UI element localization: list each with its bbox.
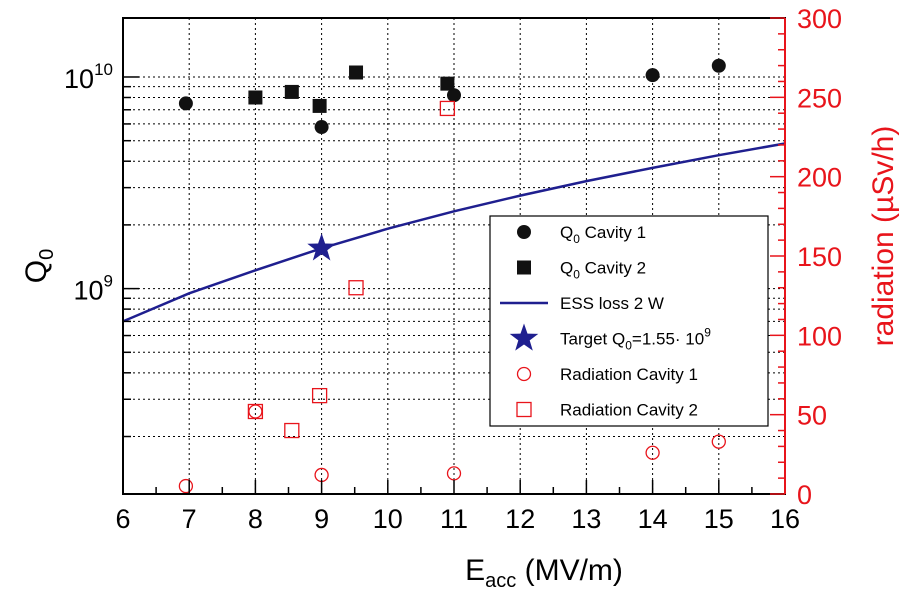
series-2 bbox=[122, 142, 786, 323]
right-tick-label: 300 bbox=[797, 4, 842, 34]
x-tick-label: 9 bbox=[314, 504, 329, 534]
y-tick-label-base: 10 bbox=[64, 64, 94, 94]
x-tick-label: 6 bbox=[115, 504, 130, 534]
y-tick-label: 1010 bbox=[64, 60, 113, 94]
legend-label-main: Q bbox=[560, 223, 573, 242]
data-point bbox=[348, 280, 364, 296]
y-tick-label-exponent: 10 bbox=[94, 60, 113, 79]
data-point bbox=[349, 65, 364, 80]
legend-label: Radiation Cavity 2 bbox=[560, 401, 698, 420]
x-tick-label: 8 bbox=[248, 504, 263, 534]
data-point bbox=[248, 90, 263, 105]
legend-marker bbox=[517, 225, 531, 239]
x-axis-title-sub: acc bbox=[485, 570, 516, 592]
x-tick-label: 13 bbox=[571, 504, 601, 534]
legend-label-main: Q bbox=[560, 259, 573, 278]
legend-marker bbox=[517, 260, 531, 275]
y-tick-label: 109 bbox=[73, 272, 113, 306]
series-0 bbox=[178, 58, 726, 135]
y-axis-title-main: Q bbox=[20, 260, 53, 283]
legend-label-rest: Cavity 1 bbox=[580, 223, 646, 242]
y-tick-label-base: 10 bbox=[73, 276, 103, 306]
x-axis-title: Eacc (MV/m) bbox=[465, 554, 623, 592]
right-tick-label: 100 bbox=[797, 321, 842, 351]
data-point bbox=[439, 100, 456, 117]
legend-box bbox=[489, 215, 769, 427]
legend-label-sub: 0 bbox=[625, 339, 632, 353]
y-axis-title: Q0 bbox=[20, 249, 58, 283]
data-point bbox=[645, 445, 660, 460]
data-point bbox=[178, 96, 193, 111]
ess-loss-line bbox=[122, 142, 786, 323]
x-tick-label: 7 bbox=[182, 504, 197, 534]
y-tick-label-exponent: 9 bbox=[104, 272, 113, 291]
data-layer bbox=[122, 58, 786, 494]
data-point bbox=[178, 478, 194, 494]
right-axis-title: radiation (µSv/h) bbox=[867, 126, 900, 347]
x-tick-label: 14 bbox=[638, 504, 668, 534]
legend-label: ESS loss 2 W bbox=[560, 294, 664, 313]
x-tick-label: 11 bbox=[440, 504, 468, 534]
series-3 bbox=[307, 233, 336, 261]
legend-label-sup: 9 bbox=[704, 326, 711, 340]
legend-label-main: Target Q bbox=[560, 330, 625, 349]
legend-label-main: ESS loss 2 W bbox=[560, 294, 664, 313]
x-tick-label: 15 bbox=[704, 504, 734, 534]
right-tick-label: 50 bbox=[797, 401, 827, 431]
x-tick-label: 12 bbox=[505, 504, 535, 534]
legend-label: Radiation Cavity 1 bbox=[560, 365, 698, 384]
x-tick-label: 16 bbox=[770, 504, 800, 534]
x-tick-label: 10 bbox=[373, 504, 403, 534]
data-point bbox=[446, 466, 462, 481]
right-tick-label: 250 bbox=[797, 83, 842, 113]
data-point bbox=[248, 404, 263, 419]
legend-label-rest: =1.55· 10 bbox=[632, 330, 704, 349]
data-point bbox=[284, 422, 300, 439]
legend-label-sub: 0 bbox=[573, 232, 580, 246]
legend-label-rest: Cavity 2 bbox=[580, 259, 646, 278]
data-point bbox=[284, 84, 299, 99]
data-point bbox=[711, 58, 726, 73]
legend-label-main: Radiation Cavity 1 bbox=[560, 365, 698, 384]
data-point bbox=[311, 387, 328, 404]
data-point bbox=[247, 403, 264, 420]
legend-marker bbox=[516, 401, 532, 418]
data-point bbox=[440, 76, 455, 91]
legend-label: Q0 Cavity 1 bbox=[560, 223, 646, 246]
right-tick-label: 150 bbox=[797, 242, 842, 272]
legend-label-main: Radiation Cavity 2 bbox=[560, 401, 698, 420]
legend-label: Q0 Cavity 2 bbox=[560, 259, 646, 282]
series-5 bbox=[247, 100, 456, 439]
x-axis-title-main: E bbox=[465, 554, 485, 587]
legend-marker bbox=[516, 366, 532, 382]
axes: 6 7 8 9 10 11 12 13 14 15 161091010050100150200250… bbox=[64, 4, 842, 534]
data-point bbox=[314, 120, 329, 135]
y-axis-title-sub: 0 bbox=[36, 249, 58, 260]
legend-marker bbox=[509, 323, 539, 351]
data-point bbox=[645, 68, 660, 83]
right-tick-label: 200 bbox=[797, 163, 842, 193]
x-axis-title-rest: (MV/m) bbox=[516, 554, 623, 587]
series-1 bbox=[248, 65, 455, 113]
data-point bbox=[711, 434, 726, 449]
data-point bbox=[312, 98, 327, 113]
right-tick-label: 0 bbox=[797, 480, 812, 510]
legend-label: Target Q0=1.55· 109 bbox=[560, 326, 711, 353]
legend-label-sub: 0 bbox=[573, 268, 580, 282]
data-point bbox=[447, 88, 461, 103]
data-point bbox=[307, 233, 336, 261]
